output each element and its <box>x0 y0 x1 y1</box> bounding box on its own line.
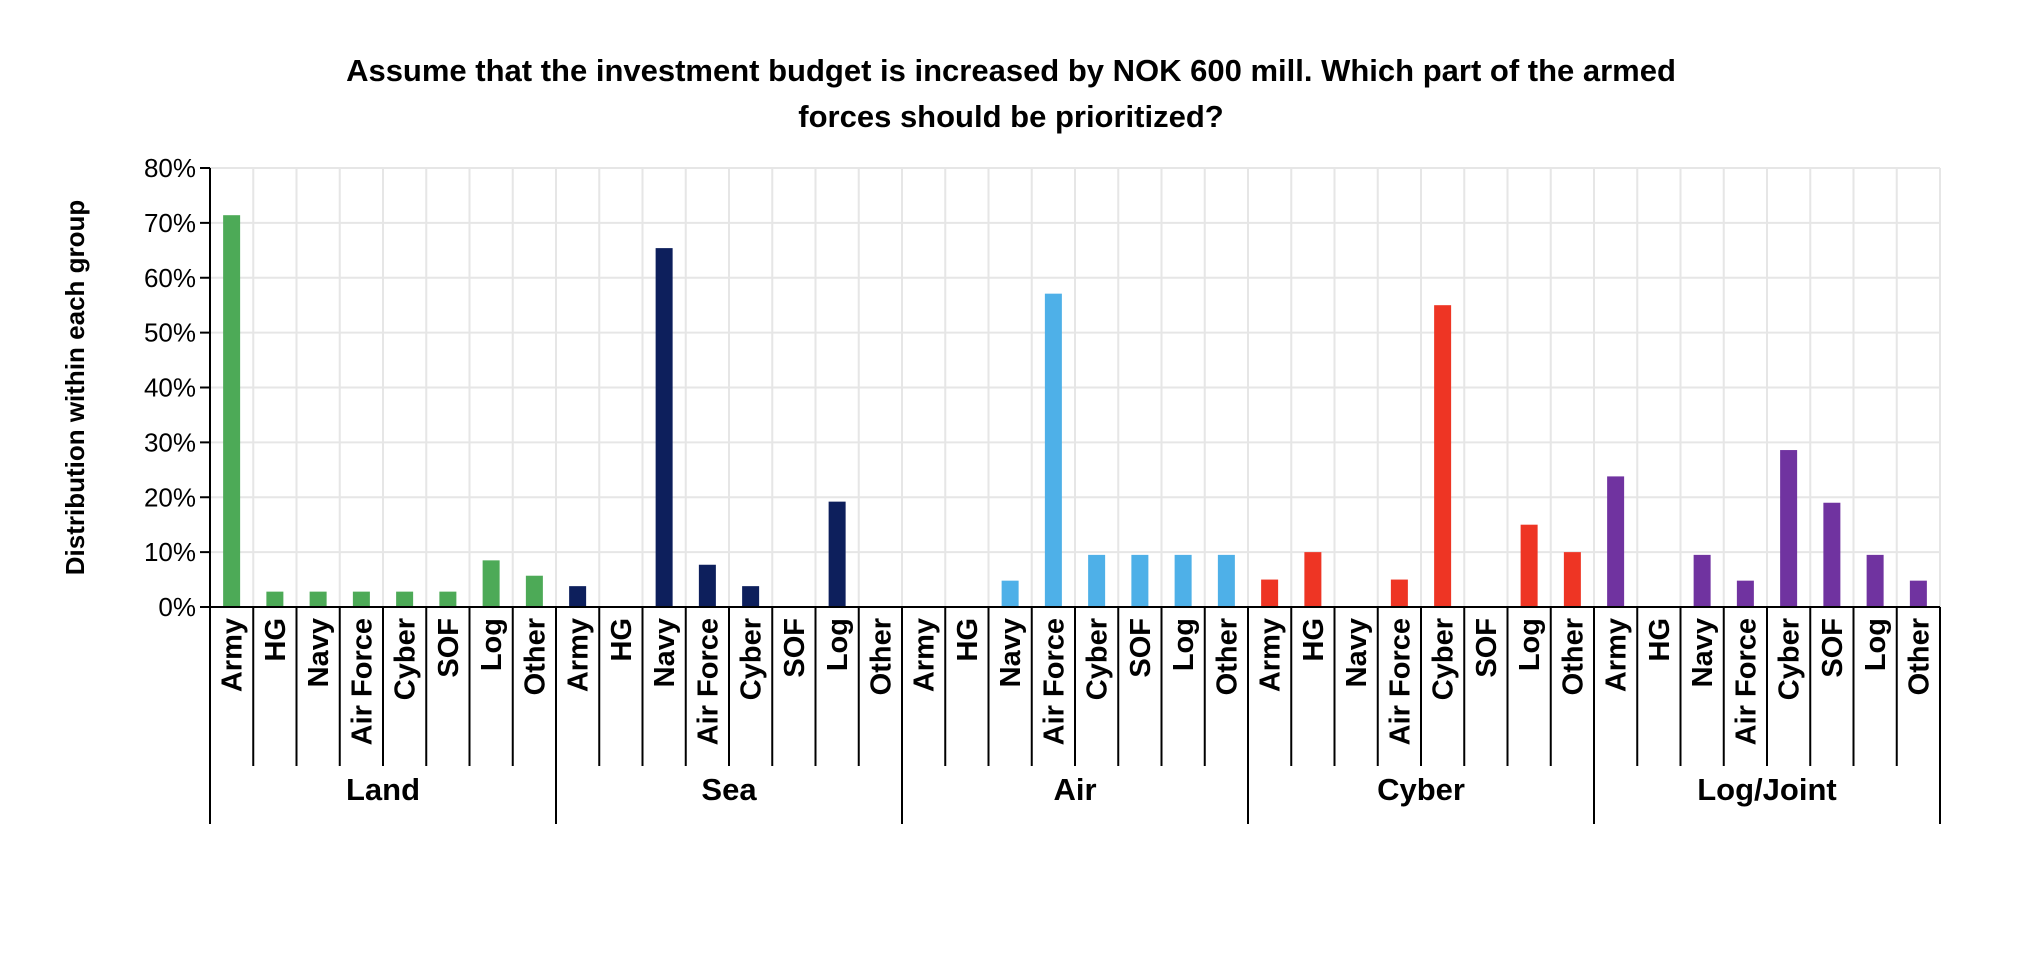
bar-sea-air-force <box>698 564 716 607</box>
category-label: Other <box>1557 618 1589 695</box>
bar-sea-navy <box>655 248 673 607</box>
chart-title-line-2: forces should be prioritized? <box>798 99 1224 134</box>
y-tick-label: 80% <box>144 153 196 183</box>
bar-cyber-air-force <box>1390 579 1408 607</box>
bar-air-log <box>1174 554 1192 607</box>
category-label: Navy <box>1687 618 1719 687</box>
bar-cyber-army <box>1261 579 1279 607</box>
bars <box>223 215 1927 607</box>
bar-air-navy <box>1001 580 1019 607</box>
category-label: SOF <box>1471 618 1503 678</box>
bar-land-cyber <box>396 591 414 607</box>
bar-log-joint-army <box>1607 476 1625 607</box>
bar-land-army <box>223 215 241 607</box>
category-label: HG <box>1644 618 1676 662</box>
y-tick-label: 50% <box>144 318 196 348</box>
bar-cyber-other <box>1563 552 1581 607</box>
category-label: Air Force <box>692 618 724 745</box>
bar-land-other <box>525 575 543 607</box>
y-tick-label: 40% <box>144 373 196 403</box>
category-label: Air Force <box>1038 618 1070 745</box>
y-tick-label: 20% <box>144 482 196 512</box>
bar-log-joint-other <box>1909 580 1927 607</box>
group-label: Air <box>1053 772 1096 807</box>
y-tick-label: 0% <box>158 592 196 622</box>
category-label: Army <box>909 618 941 692</box>
category-label: Cyber <box>1774 618 1806 700</box>
category-label: Cyber <box>1082 618 1114 700</box>
y-tick-label: 30% <box>144 427 196 457</box>
category-label: Air Force <box>1384 618 1416 745</box>
category-label: HG <box>260 618 292 662</box>
category-label: Air Force <box>346 618 378 745</box>
bar-cyber-log <box>1520 524 1538 607</box>
labels: 0% 10% 20% 30% 40% 50% 60% 70% 80% Distribution w… <box>60 153 1935 807</box>
category-label: Log <box>476 618 508 671</box>
group-label: Sea <box>701 772 757 807</box>
category-label: Navy <box>1341 618 1373 687</box>
bar-air-air-force <box>1044 293 1062 607</box>
category-label: Log <box>1168 618 1200 671</box>
y-tick-label: 10% <box>144 537 196 567</box>
category-label: SOF <box>433 618 465 678</box>
bar-log-joint-navy <box>1693 554 1711 607</box>
category-label: Army <box>1601 618 1633 692</box>
category-label: Navy <box>995 618 1027 687</box>
bar-sea-log <box>828 501 846 607</box>
category-label: Other <box>1903 618 1935 695</box>
category-label: Log <box>1514 618 1546 671</box>
axes <box>200 167 1941 824</box>
category-label: Log <box>1860 618 1892 671</box>
category-label: Navy <box>303 618 335 687</box>
bar-log-joint-air-force <box>1736 580 1754 607</box>
category-label: Cyber <box>736 618 768 700</box>
bar-sea-cyber <box>742 586 760 607</box>
bar-land-log <box>482 560 500 607</box>
category-label: Cyber <box>1428 618 1460 700</box>
group-label: Land <box>346 772 420 807</box>
category-label: Other <box>519 618 551 695</box>
bar-land-sof <box>439 591 457 607</box>
bar-cyber-cyber <box>1434 305 1452 607</box>
category-label: SOF <box>1125 618 1157 678</box>
category-label: SOF <box>1817 618 1849 678</box>
category-label: Army <box>563 618 595 692</box>
category-label: Army <box>217 618 249 692</box>
bar-log-joint-log <box>1866 554 1884 607</box>
category-label: Log <box>822 618 854 671</box>
category-label: HG <box>606 618 638 662</box>
bar-air-sof <box>1131 554 1149 607</box>
category-label: Air Force <box>1730 618 1762 745</box>
category-label: Cyber <box>390 618 422 700</box>
y-tick-label: 60% <box>144 263 196 293</box>
bar-log-joint-sof <box>1823 502 1841 607</box>
bar-sea-army <box>569 586 587 607</box>
y-axis-title: Distribution within each group <box>60 200 90 576</box>
category-label: Other <box>865 618 897 695</box>
category-label: Navy <box>649 618 681 687</box>
category-label: Army <box>1255 618 1287 692</box>
category-label: SOF <box>779 618 811 678</box>
bar-air-cyber <box>1088 554 1106 607</box>
category-label: HG <box>1298 618 1330 662</box>
bar-land-hg <box>266 591 284 607</box>
y-tick-label: 70% <box>144 208 196 238</box>
category-label: HG <box>952 618 984 662</box>
bar-log-joint-cyber <box>1780 450 1798 607</box>
bar-land-air-force <box>352 591 370 607</box>
bar-land-navy <box>309 591 327 607</box>
chart-title-line-1: Assume that the investment budget is inc… <box>346 53 1676 88</box>
bar-air-other <box>1217 554 1235 607</box>
category-label: Other <box>1211 618 1243 695</box>
group-label: Log/Joint <box>1697 772 1836 807</box>
bar-cyber-hg <box>1304 552 1322 607</box>
gridlines <box>209 167 1941 608</box>
group-label: Cyber <box>1377 772 1465 807</box>
